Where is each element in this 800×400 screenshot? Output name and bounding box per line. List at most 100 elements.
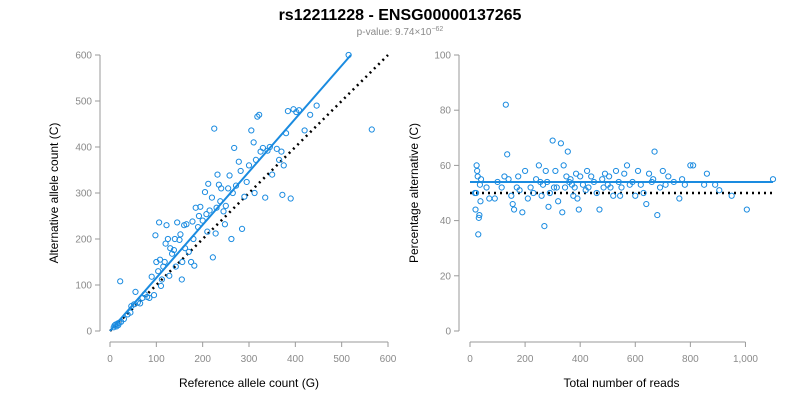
data-point <box>574 195 581 202</box>
data-point <box>572 170 580 177</box>
data-point <box>571 184 578 191</box>
data-point <box>538 192 545 199</box>
data-point <box>256 111 263 118</box>
x-tick-label: 200 <box>194 354 211 365</box>
data-point <box>197 203 204 210</box>
data-point <box>504 151 511 158</box>
data-point <box>117 278 124 285</box>
data-point <box>163 222 170 229</box>
data-point <box>183 221 190 228</box>
data-point <box>221 221 229 228</box>
data-point <box>152 232 159 239</box>
data-point <box>588 173 595 180</box>
data-point <box>179 258 186 266</box>
data-point <box>269 171 276 178</box>
data-point <box>208 194 216 201</box>
data-point <box>276 156 283 163</box>
data-point <box>634 167 642 175</box>
data-point <box>541 223 548 230</box>
x-tick-label: 300 <box>241 354 258 365</box>
chart-subtitle: p-value: 9.74×10−62 <box>357 26 444 38</box>
data-point <box>601 170 609 177</box>
data-point <box>472 189 480 197</box>
data-point <box>250 139 257 146</box>
data-point <box>640 189 647 197</box>
data-point <box>137 300 144 307</box>
x-tick-label: 400 <box>287 354 304 365</box>
data-point <box>596 206 603 213</box>
data-point <box>524 195 531 202</box>
data-point <box>521 167 529 175</box>
data-point <box>549 137 556 144</box>
data-point <box>132 288 139 295</box>
data-point <box>474 173 481 180</box>
data-point <box>651 148 658 155</box>
x-tick-label: 600 <box>380 354 397 365</box>
data-point <box>632 192 639 199</box>
data-point <box>158 276 165 283</box>
y-axis-title: Alternative allele count (C) <box>47 123 61 264</box>
data-point <box>225 185 232 192</box>
data-point <box>585 184 592 191</box>
data-point <box>475 214 482 221</box>
x-axis-title: Reference allele count (G) <box>179 376 319 390</box>
data-point <box>259 144 266 152</box>
data-point <box>659 167 666 175</box>
data-point <box>206 207 213 214</box>
data-point <box>553 184 560 191</box>
data-point <box>509 200 516 208</box>
data-point <box>273 145 280 152</box>
data-point <box>235 158 242 165</box>
data-point <box>654 211 661 219</box>
data-point <box>284 108 292 115</box>
y-tick-label: 400 <box>75 143 92 154</box>
data-point <box>150 292 158 299</box>
data-point <box>307 111 314 118</box>
left-scatter-panel: 0 100 200 300 400 500 600 0 100 200 300 400 500 600 Re… <box>47 51 397 391</box>
data-point <box>510 206 518 213</box>
data-point <box>222 202 229 209</box>
data-point <box>577 173 584 180</box>
data-point <box>177 231 184 238</box>
data-point <box>237 167 244 175</box>
data-point <box>189 218 196 225</box>
data-point <box>508 192 515 199</box>
data-point <box>251 189 258 197</box>
data-point <box>232 182 240 189</box>
data-point <box>600 184 607 191</box>
data-point <box>676 195 683 202</box>
data-point <box>743 206 750 213</box>
x-tick-label: 500 <box>333 354 350 365</box>
data-point <box>185 248 192 255</box>
data-point <box>218 185 225 192</box>
data-point <box>211 125 218 132</box>
data-point <box>498 184 505 191</box>
data-point <box>527 184 534 191</box>
chart-title: rs12211228 - ENSG00000137265 <box>279 7 522 24</box>
data-point <box>241 193 248 200</box>
data-point <box>623 162 631 169</box>
data-point <box>583 167 591 175</box>
x-tick-label: 1,000 <box>733 354 758 365</box>
data-point <box>231 144 238 152</box>
data-point <box>665 173 672 180</box>
data-point <box>238 225 246 232</box>
data-point <box>474 167 481 175</box>
data-point <box>716 187 723 194</box>
data-point <box>127 309 134 316</box>
data-point <box>618 184 625 191</box>
fit-line <box>109 54 352 332</box>
data-point <box>610 192 617 199</box>
data-point <box>561 184 569 191</box>
data-point <box>645 170 653 177</box>
data-point <box>606 173 613 180</box>
data-point <box>656 184 664 191</box>
data-point <box>266 143 273 151</box>
subtitle-base: p-value: 9.74×10 <box>357 27 432 38</box>
data-point <box>195 212 203 220</box>
data-point <box>545 203 552 210</box>
data-point <box>155 268 162 275</box>
data-point <box>287 195 294 202</box>
y-tick-label: 500 <box>75 97 92 108</box>
